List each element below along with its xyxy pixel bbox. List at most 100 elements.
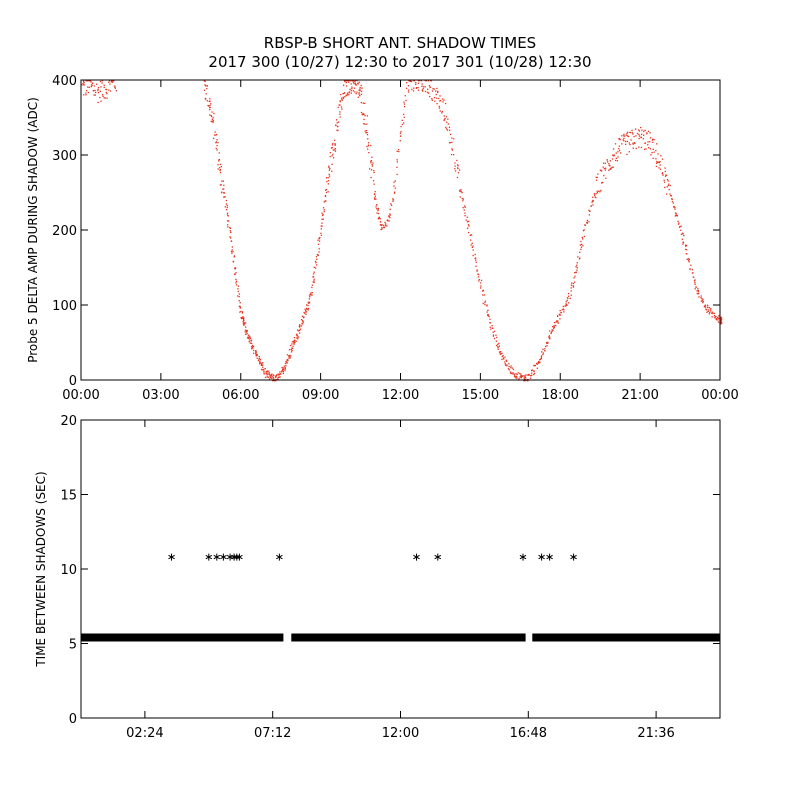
top-data-point xyxy=(348,94,350,96)
top-data-point xyxy=(241,317,243,320)
top-data-point xyxy=(229,227,232,229)
bottom-data-point xyxy=(230,553,238,561)
top-data-point xyxy=(114,85,116,87)
top-data-point xyxy=(638,133,640,136)
top-data-point xyxy=(687,258,690,260)
top-data-point xyxy=(630,139,632,141)
top-data-point xyxy=(307,309,309,311)
top-data-point xyxy=(438,107,441,109)
top-data-point xyxy=(223,188,225,190)
top-data-point xyxy=(327,177,329,179)
top-data-point xyxy=(82,81,85,83)
bottom-baseline-points xyxy=(81,633,284,642)
top-data-point xyxy=(230,237,232,239)
top-data-point xyxy=(621,143,623,145)
top-data-point xyxy=(359,89,361,92)
top-data-point xyxy=(226,214,229,216)
top-y-tick-label: 0 xyxy=(69,374,77,389)
top-data-point xyxy=(632,142,634,144)
top-data-point xyxy=(503,358,505,360)
top-data-point xyxy=(392,200,394,202)
top-data-point xyxy=(91,84,93,86)
top-data-point xyxy=(217,164,219,166)
top-data-point xyxy=(311,294,313,296)
top-data-point xyxy=(234,268,236,270)
top-data-point xyxy=(361,87,363,89)
top-data-point xyxy=(307,304,309,307)
top-data-point xyxy=(618,149,621,152)
top-data-point xyxy=(294,341,296,344)
top-data-point xyxy=(441,112,443,114)
top-data-point xyxy=(396,159,398,161)
top-data-point xyxy=(376,208,378,210)
top-data-point xyxy=(614,143,617,145)
top-data-point xyxy=(340,93,342,96)
top-data-point xyxy=(461,198,463,200)
top-data-point xyxy=(437,90,439,92)
top-data-point xyxy=(504,364,507,366)
top-data-point xyxy=(697,289,699,292)
top-data-point xyxy=(240,317,242,319)
top-data-point xyxy=(400,131,402,133)
top-data-point xyxy=(328,173,330,176)
top-data-point xyxy=(618,148,620,150)
top-data-point xyxy=(701,298,703,300)
top-data-point xyxy=(114,87,116,89)
top-data-point xyxy=(371,164,373,166)
top-data-point xyxy=(242,317,244,319)
top-data-point xyxy=(435,93,437,96)
top-data-point xyxy=(462,200,464,202)
top-data-point xyxy=(97,88,99,90)
top-data-point xyxy=(602,181,604,184)
top-data-point xyxy=(574,272,576,274)
bottom-panel: 02:24 07:12 12:00 16:48 21:36 0 5 10 15 20 TIME B… xyxy=(34,414,721,741)
top-data-point xyxy=(227,224,229,226)
chart-title-line2: 2017 300 (10/27) 12:30 to 2017 301 (10/2… xyxy=(208,53,591,71)
top-x-tick-label: 03:00 xyxy=(142,388,179,403)
top-data-point xyxy=(520,373,522,375)
top-data-point xyxy=(665,174,667,176)
top-data-point xyxy=(350,92,352,94)
top-data-point xyxy=(459,189,461,191)
top-data-point xyxy=(219,169,221,172)
top-data-point xyxy=(458,169,461,171)
top-data-point xyxy=(265,372,267,375)
top-data-point xyxy=(356,91,358,93)
top-data-point xyxy=(95,91,97,94)
top-data-point xyxy=(666,179,669,181)
top-data-point xyxy=(88,86,90,88)
top-data-point xyxy=(427,80,430,82)
top-data-point xyxy=(278,376,280,378)
top-data-point xyxy=(224,206,226,208)
top-data-point xyxy=(545,342,548,344)
top-data-point xyxy=(457,172,460,174)
top-data-point xyxy=(641,129,643,131)
top-data-point xyxy=(334,139,336,141)
top-data-point xyxy=(235,280,238,282)
top-data-point xyxy=(538,361,540,363)
top-data-point xyxy=(354,80,356,83)
top-data-point xyxy=(345,80,347,82)
top-data-point xyxy=(266,370,268,372)
top-data-point xyxy=(556,320,558,322)
top-data-point xyxy=(470,239,472,241)
top-data-point xyxy=(255,353,257,355)
top-data-point xyxy=(431,98,433,100)
top-data-point xyxy=(244,329,247,331)
top-data-point xyxy=(383,226,386,229)
top-data-point xyxy=(396,150,398,152)
top-data-point xyxy=(575,266,577,268)
top-data-point xyxy=(351,86,353,88)
top-data-point xyxy=(368,152,370,154)
top-data-point xyxy=(292,341,294,343)
top-data-point xyxy=(97,92,100,94)
top-data-point xyxy=(313,271,315,273)
top-data-point xyxy=(109,90,112,92)
top-data-point xyxy=(323,201,325,203)
top-data-point xyxy=(413,80,416,82)
top-data-point xyxy=(574,281,576,283)
top-data-point xyxy=(350,83,352,85)
top-data-point xyxy=(628,151,630,153)
top-data-point xyxy=(269,377,272,379)
